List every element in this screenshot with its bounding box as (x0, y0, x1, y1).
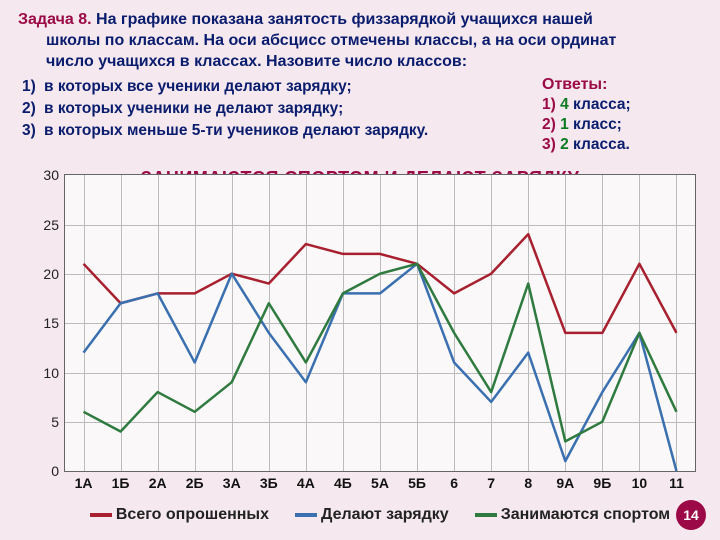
x-tick-label: 1А (75, 475, 93, 491)
series-line (84, 235, 677, 334)
x-tick-label: 9Б (593, 475, 611, 491)
x-tick-label: 7 (487, 475, 495, 491)
x-tick-label: 6 (450, 475, 458, 491)
legend-item: Делают зарядку (295, 506, 449, 524)
x-tick-label: 5А (371, 475, 389, 491)
x-tick-label: 9А (556, 475, 574, 491)
legend-item: Всего опрошенных (90, 506, 269, 524)
task-line-2: школы по классам. На оси абсцисс отмечен… (18, 31, 702, 52)
question-item: 2)в которых ученики не делают зарядку; (22, 98, 512, 120)
y-tick-label: 5 (51, 414, 59, 430)
answer-item: 1) 4 класса; (542, 96, 702, 114)
y-tick-label: 25 (43, 217, 59, 233)
y-tick-label: 20 (43, 266, 59, 282)
x-tick-label: 4Б (334, 475, 352, 491)
chart-container: ЗАНИМАЮТСЯ СПОРТОМ И ДЕЛАЮТ ЗАРЯДКУ КОЛИ… (18, 168, 702, 528)
questions-list: 1)в которых все ученики делают зарядку;2… (18, 76, 512, 154)
legend-label: Всего опрошенных (116, 506, 269, 523)
legend-swatch (295, 513, 317, 517)
answers-title: Ответы: (542, 76, 702, 94)
answers-block: Ответы: 1) 4 класса; 2) 1 класс; 3) 2 клас… (542, 76, 702, 154)
question-item: 1)в которых все ученики делают зарядку; (22, 76, 512, 98)
legend-swatch (475, 513, 497, 517)
x-tick-label: 11 (669, 475, 684, 491)
answer-item: 3) 2 класса. (542, 136, 702, 154)
y-tick-label: 30 (43, 167, 59, 183)
x-tick-label: 5Б (408, 475, 426, 491)
series-line (84, 264, 677, 471)
x-tick-label: 10 (632, 475, 648, 491)
legend-label: Занимаются спортом (501, 506, 670, 523)
y-tick-label: 0 (51, 463, 59, 479)
x-tick-label: 4А (297, 475, 315, 491)
y-tick-label: 15 (43, 315, 59, 331)
x-tick-label: 1Б (112, 475, 130, 491)
page-number-badge: 14 (676, 500, 706, 530)
x-tick-label: 3А (223, 475, 241, 491)
task-line-1: На графике показана занятость физзарядко… (96, 11, 593, 28)
question-item: 3)в которых меньше 5-ти учеников делают … (22, 120, 512, 142)
x-tick-label: 3Б (260, 475, 278, 491)
legend-swatch (90, 513, 112, 517)
series-line (84, 264, 677, 442)
legend-item: Занимаются спортом (475, 506, 670, 524)
legend-label: Делают зарядку (321, 506, 449, 523)
x-tick-label: 2А (149, 475, 167, 491)
legend: Всего опрошенных Делают зарядку Занимаются… (64, 506, 696, 524)
task-line-3: число учащихся в классах. Назовите число… (18, 52, 702, 73)
task-label: Задача 8. (18, 11, 92, 28)
series-svg (65, 175, 695, 471)
plot-area: 0510152025301А1Б2А2Б3А3Б4А4Б5А5Б6789А9Б1… (64, 174, 696, 472)
x-tick-label: 8 (524, 475, 532, 491)
y-tick-label: 10 (43, 365, 59, 381)
answer-item: 2) 1 класс; (542, 116, 702, 134)
x-tick-label: 2Б (186, 475, 204, 491)
